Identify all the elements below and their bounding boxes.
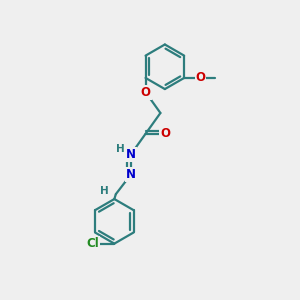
Text: O: O bbox=[141, 86, 151, 99]
Text: N: N bbox=[126, 148, 136, 161]
Text: O: O bbox=[196, 71, 206, 84]
Text: N: N bbox=[126, 168, 136, 181]
Text: H: H bbox=[116, 144, 125, 154]
Text: O: O bbox=[160, 127, 170, 140]
Text: H: H bbox=[100, 186, 109, 196]
Text: Cl: Cl bbox=[86, 237, 99, 250]
